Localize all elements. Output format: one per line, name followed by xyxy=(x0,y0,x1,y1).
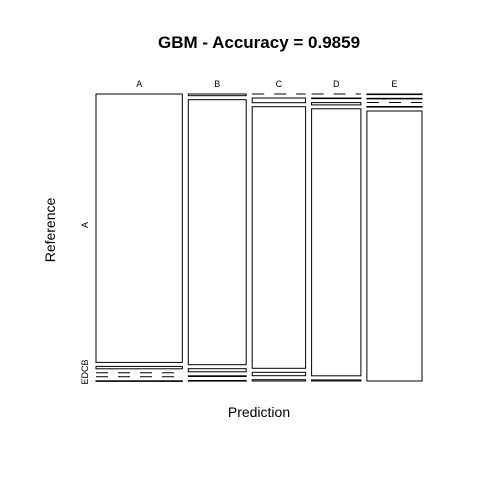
tile-C-B xyxy=(187,368,247,373)
prediction-label-E: E xyxy=(391,79,397,89)
tile-E-E xyxy=(366,110,423,382)
prediction-label-B: B xyxy=(214,79,220,89)
tile-C-D xyxy=(311,102,362,106)
reference-label-A: A xyxy=(80,222,90,228)
y-axis-label: Reference xyxy=(42,197,58,262)
tile-B-A xyxy=(95,365,183,370)
prediction-label-A: A xyxy=(136,79,142,89)
tile-E-A xyxy=(95,380,183,382)
tile-B-B xyxy=(187,99,247,366)
tile-C-C xyxy=(251,106,307,369)
tile-B-C xyxy=(251,97,307,104)
tile-D-D xyxy=(311,108,362,377)
chart-title: GBM - Accuracy = 0.9859 xyxy=(158,33,360,52)
reference-labels: A EDCB xyxy=(80,222,90,385)
prediction-label-D: D xyxy=(333,79,340,89)
tile-E-B xyxy=(187,380,247,382)
tile-A-B xyxy=(187,93,247,97)
mosaic-tiles xyxy=(95,93,423,382)
tile-D-C xyxy=(251,371,307,377)
tile-B-E xyxy=(366,97,423,100)
tile-A-E xyxy=(366,93,423,96)
prediction-label-C: C xyxy=(276,79,283,89)
tile-B-D xyxy=(311,97,362,100)
tile-D-E xyxy=(366,106,423,108)
prediction-labels: A B C D E xyxy=(136,79,397,89)
tile-E-D xyxy=(311,379,362,382)
tile-E-C xyxy=(251,379,307,382)
reference-labels-small: EDCB xyxy=(80,359,90,384)
tile-A-A xyxy=(95,93,183,363)
tile-D-B xyxy=(187,375,247,377)
x-axis-label: Prediction xyxy=(228,404,290,420)
